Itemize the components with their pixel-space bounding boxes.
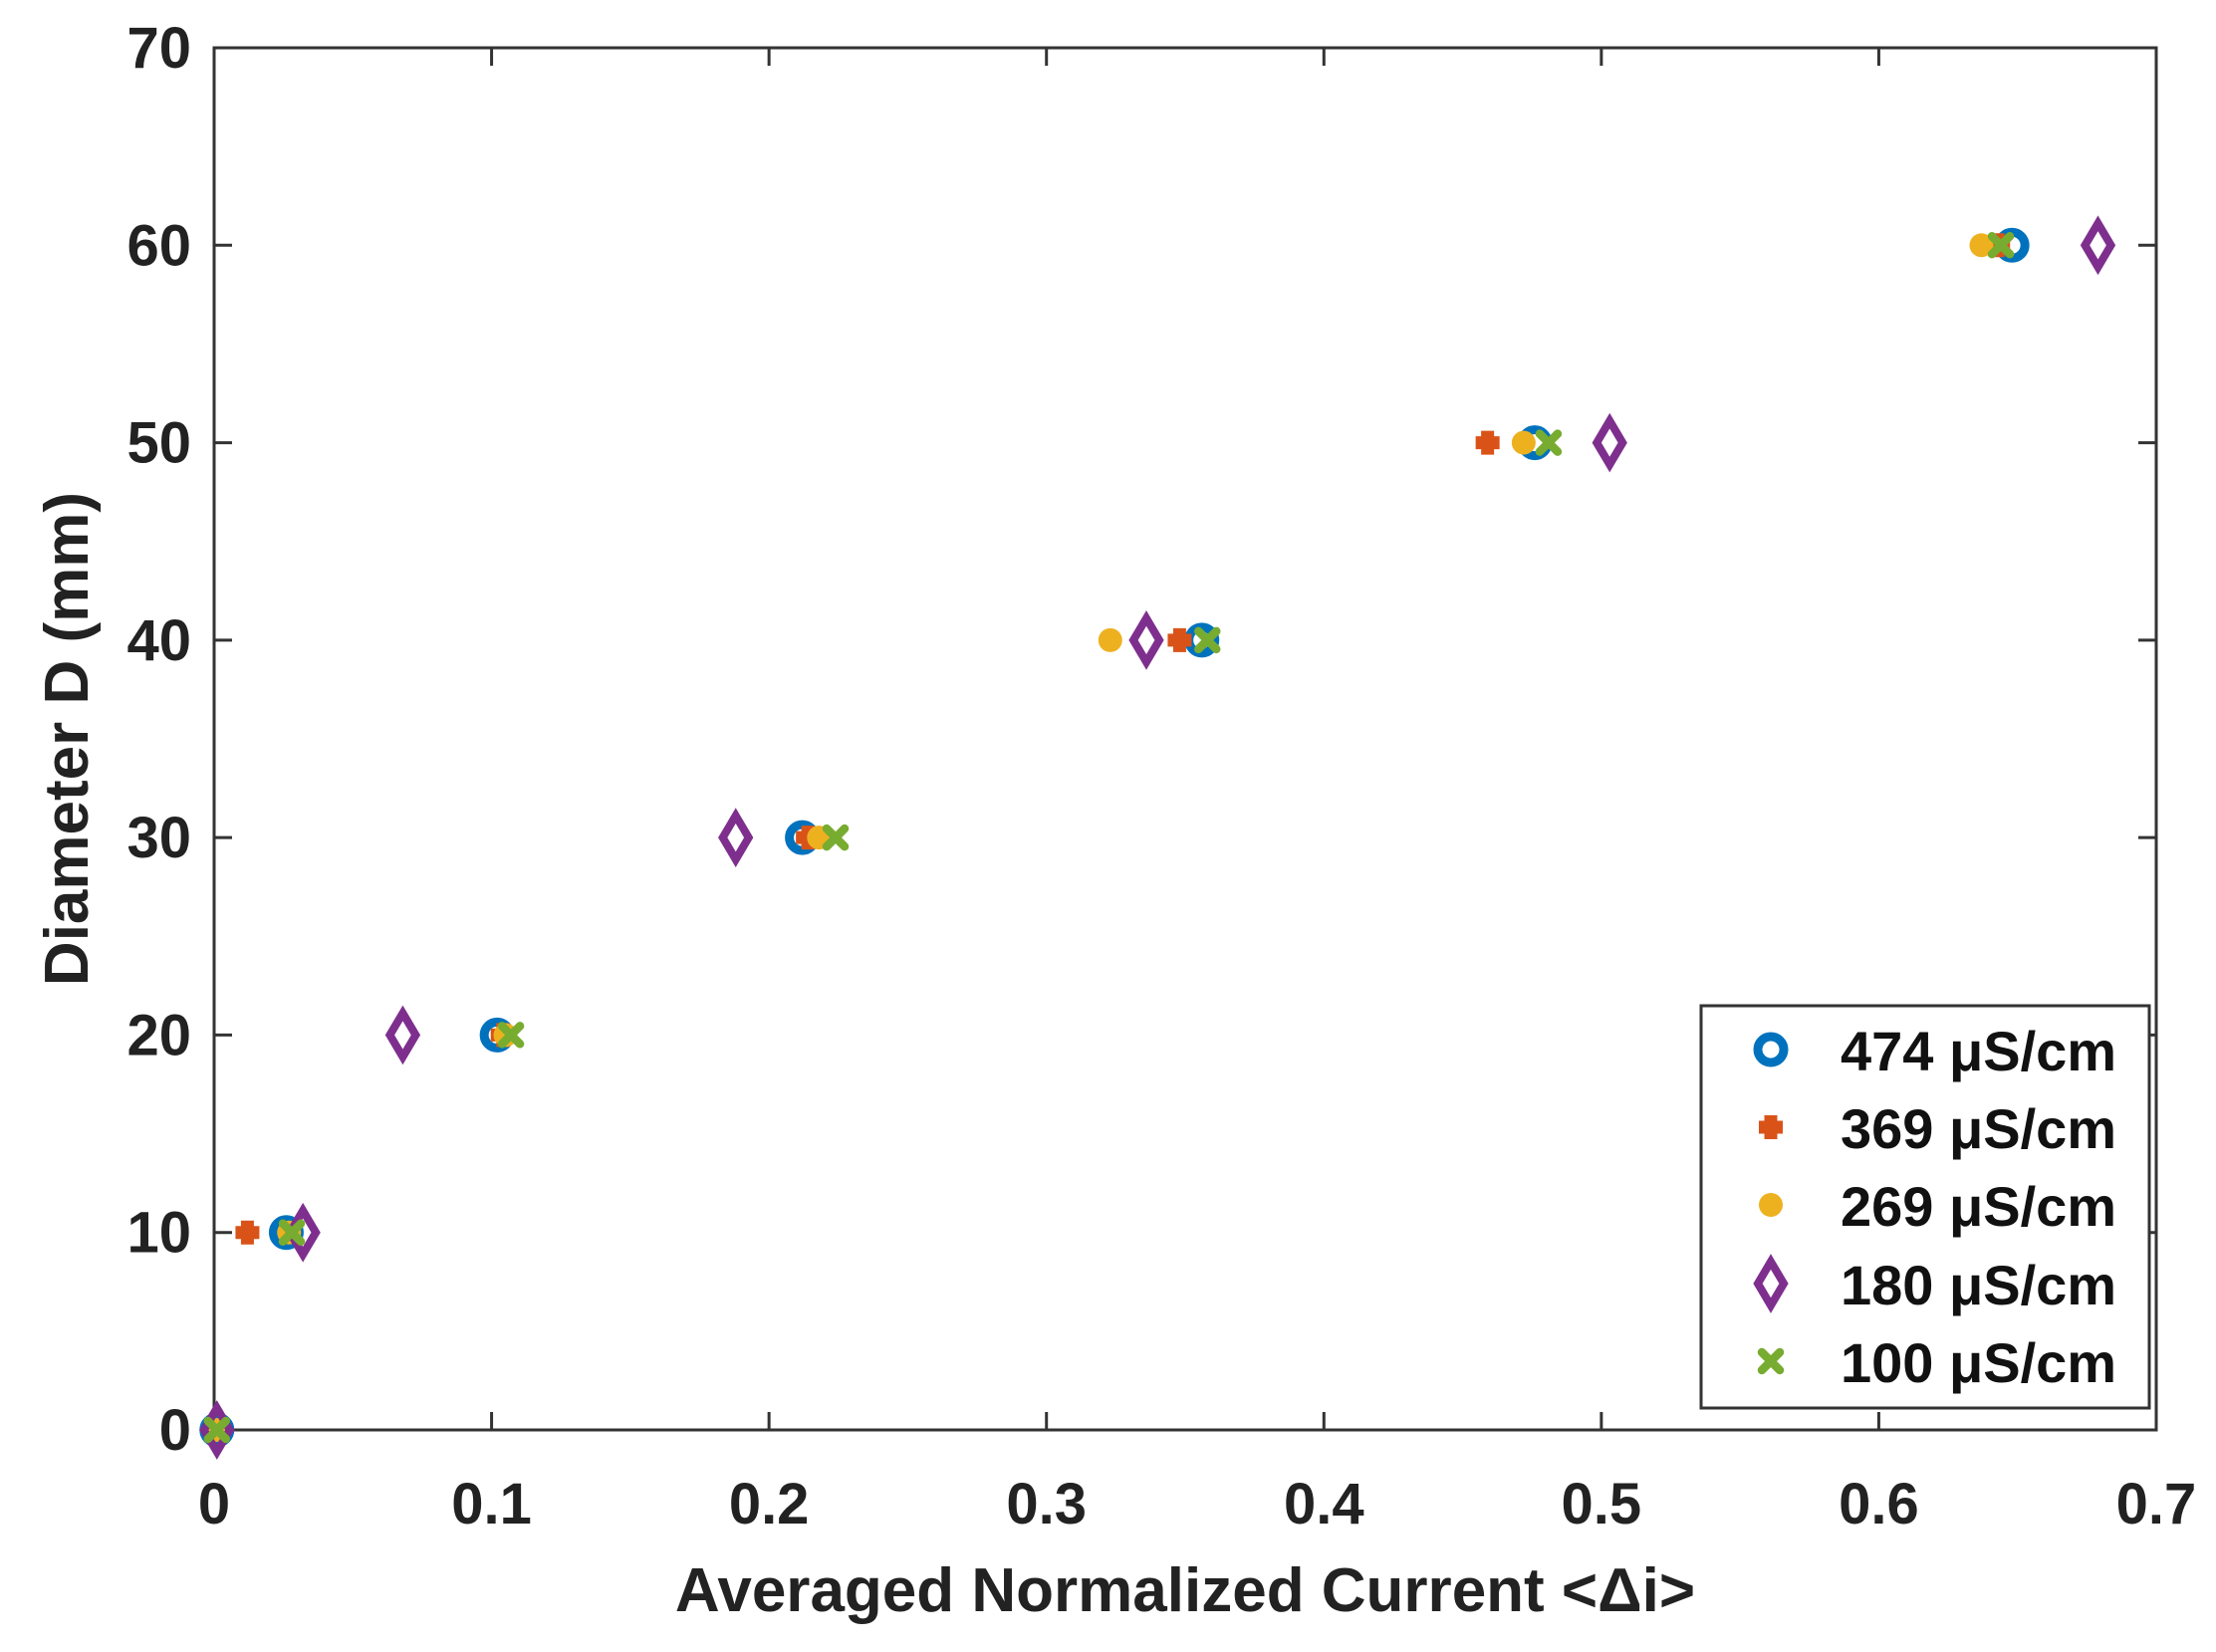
- data-point: [278, 1219, 306, 1246]
- x-tick-label: 0.5: [1562, 1472, 1642, 1536]
- legend-item: 100 μS/cm: [1757, 1331, 2116, 1394]
- data-point: [1987, 232, 2015, 259]
- y-tick-label: 50: [126, 411, 191, 476]
- data-point: [1969, 233, 1994, 258]
- x-tick-label: 0.1: [451, 1472, 532, 1536]
- legend-label: 180 μS/cm: [1841, 1254, 2116, 1316]
- data-point: [1098, 627, 1122, 652]
- x-tick-label: 0.3: [1006, 1472, 1087, 1536]
- data-points: [199, 215, 2116, 1460]
- data-point: [1167, 627, 1192, 652]
- legend-marker: [1753, 1254, 1789, 1313]
- legend-label: 269 μS/cm: [1841, 1175, 2116, 1238]
- data-point: [1511, 430, 1536, 455]
- y-axis-label: Diameter D (mm): [33, 492, 102, 986]
- legend: 474 μS/cm 369 μS/cm 269 μS/cm 180 μS/cm 100 …: [1699, 1004, 2151, 1410]
- data-point: [1128, 609, 1164, 670]
- legend-marker: [1753, 1032, 1789, 1067]
- legend-marker: [1759, 1115, 1783, 1139]
- data-point: [1475, 430, 1500, 455]
- legend-item: 369 μS/cm: [1759, 1097, 2116, 1160]
- x-tick-label: 0: [198, 1472, 230, 1536]
- y-tick-label: 60: [126, 213, 191, 278]
- data-point: [203, 1416, 231, 1444]
- data-point: [2080, 215, 2116, 276]
- data-point: [384, 1005, 421, 1065]
- x-tick-label: 0.6: [1839, 1472, 1919, 1536]
- y-tick-label: 40: [126, 608, 191, 673]
- data-point: [822, 824, 850, 851]
- y-tick-label: 0: [159, 1398, 191, 1463]
- legend-item: 269 μS/cm: [1759, 1175, 2116, 1238]
- data-point: [1194, 626, 1221, 654]
- data-point: [497, 1022, 525, 1049]
- data-point: [718, 808, 754, 868]
- x-tick-label: 0.2: [729, 1472, 810, 1536]
- x-axis: 0 0.1 0.2 0.3 0.4 0.5 0.6 0.7: [198, 48, 2196, 1536]
- legend-item: 474 μS/cm: [1753, 1020, 2116, 1082]
- x-tick-label: 0.4: [1284, 1472, 1364, 1536]
- legend-item: 180 μS/cm: [1753, 1254, 2116, 1316]
- y-tick-label: 70: [126, 16, 191, 81]
- legend-label: 474 μS/cm: [1841, 1020, 2116, 1082]
- y-tick-label: 30: [126, 806, 191, 870]
- y-tick-label: 20: [126, 1003, 191, 1067]
- data-point: [1592, 412, 1627, 473]
- y-tick-label: 10: [126, 1201, 191, 1266]
- legend-label: 369 μS/cm: [1841, 1097, 2116, 1160]
- legend-label: 100 μS/cm: [1841, 1331, 2116, 1394]
- x-axis-label: Averaged Normalized Current <Δi>: [675, 1556, 1695, 1625]
- data-point: [1535, 429, 1563, 456]
- legend-marker: [1759, 1193, 1783, 1217]
- data-point: [235, 1220, 260, 1245]
- y-axis: 0 10 20 30 40 50 60 70: [126, 16, 2156, 1463]
- legend-marker: [1757, 1347, 1785, 1375]
- x-tick-label: 0.7: [2116, 1472, 2197, 1536]
